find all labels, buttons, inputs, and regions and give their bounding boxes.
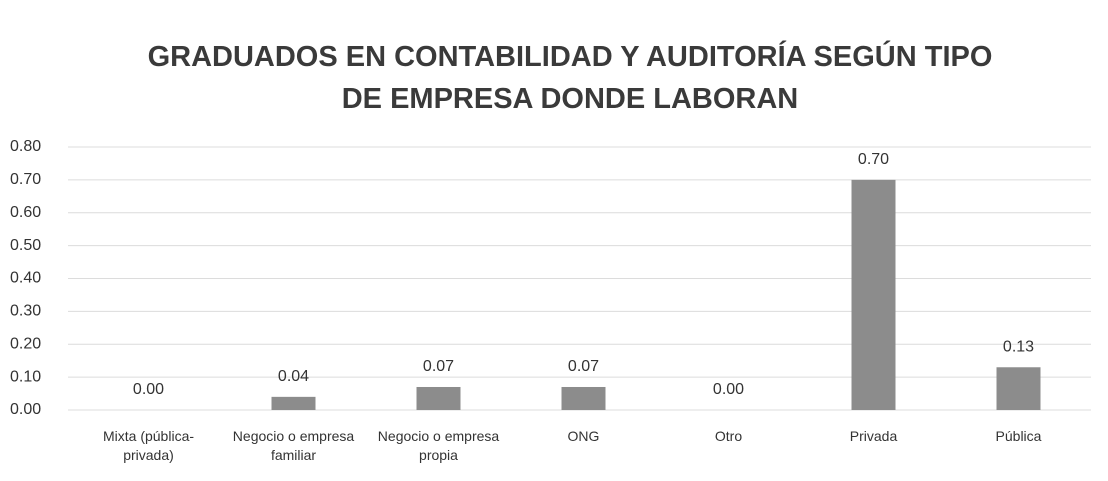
x-tick-label: ONG	[567, 428, 600, 444]
bar	[561, 386, 606, 410]
bar	[996, 367, 1041, 410]
value-label: 0.07	[568, 358, 599, 375]
value-label: 0.70	[858, 151, 889, 168]
y-tick-label: 0.60	[10, 204, 41, 221]
y-tick-label: 0.40	[10, 270, 41, 287]
value-label: 0.13	[1003, 338, 1034, 355]
y-tick-label: 0.80	[10, 138, 41, 155]
bar	[271, 396, 316, 410]
bar	[416, 386, 461, 410]
value-label: 0.00	[133, 381, 164, 398]
chart-title: GRADUADOS EN CONTABILIDAD Y AUDITORÍA SE…	[147, 41, 993, 115]
value-label: 0.07	[423, 358, 454, 375]
y-tick-label: 0.50	[10, 237, 41, 254]
y-tick-label: 0.00	[10, 401, 41, 418]
x-tick-label: Otro	[714, 428, 743, 444]
y-tick-label: 0.10	[10, 368, 41, 385]
bar	[851, 179, 896, 410]
x-tick-label: Negocio o empresa propia	[377, 428, 500, 463]
x-tick-label: Pública	[995, 428, 1042, 444]
y-tick-label: 0.70	[10, 171, 41, 188]
y-tick-label: 0.30	[10, 303, 41, 320]
x-tick-label: Mixta (pública-privada)	[102, 428, 195, 463]
x-tick-label: Privada	[849, 428, 898, 444]
x-tick-label: Negocio o empresa familiar	[232, 428, 355, 463]
y-tick-label: 0.20	[10, 335, 41, 352]
value-label: 0.00	[713, 381, 744, 398]
value-label: 0.04	[278, 368, 309, 385]
